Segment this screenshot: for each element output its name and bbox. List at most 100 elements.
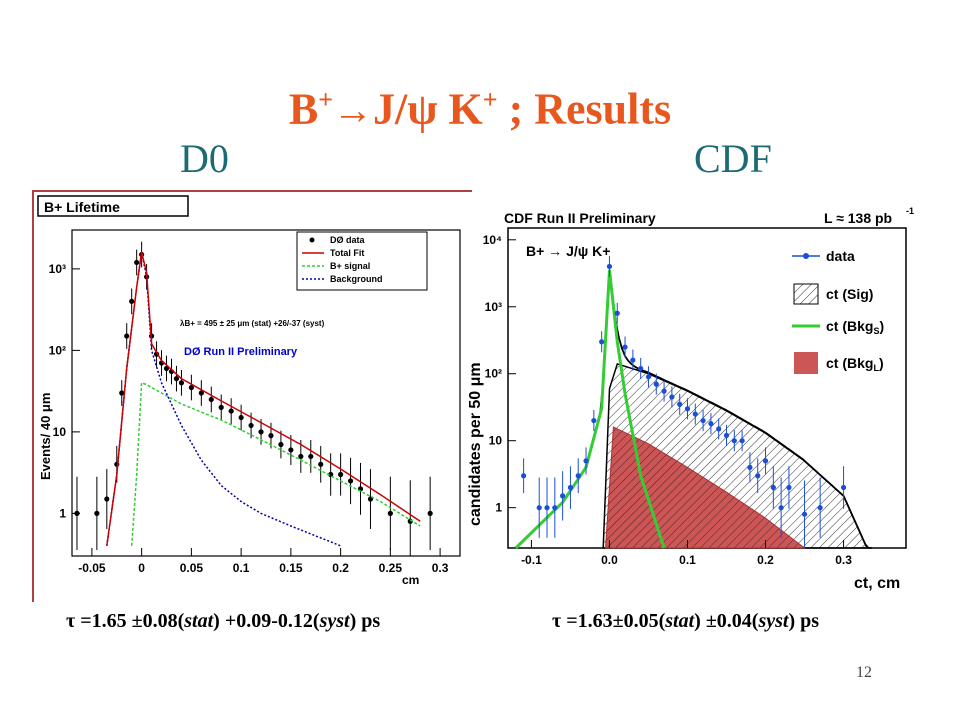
cdf-data-point — [716, 426, 722, 432]
d0-preliminary-label: DØ Run II Preliminary — [184, 346, 298, 358]
cdf-data-point — [591, 417, 597, 424]
d0-legend-fit: Total Fit — [330, 248, 364, 258]
cdf-result: τ =1.63±0.05(stat) ±0.04(syst) ps — [552, 610, 820, 632]
cdf-data-point — [669, 394, 675, 400]
cdf-data-point — [755, 473, 761, 479]
d0-total-fit-curve — [106, 252, 421, 546]
cdf-data-point — [567, 484, 574, 491]
d0-data-point — [173, 376, 180, 382]
cdf-data-point — [747, 464, 753, 470]
d0-ylabel: Events/ 40 μm — [38, 393, 53, 480]
d0-ytick-label: 10² — [49, 343, 66, 357]
d0-data-point — [347, 478, 354, 484]
cdf-xtick-label: 0.0 — [601, 553, 618, 567]
cdf-data-point — [552, 505, 558, 511]
d0-xtick-label: 0.05 — [180, 561, 204, 575]
cdf-data-point — [622, 344, 628, 350]
cdf-data-point — [817, 505, 823, 511]
cdf-ytick-label: 10² — [485, 367, 502, 381]
slide-title: B+→J/ψ K+ ; Results — [288, 84, 672, 134]
cdf-data-point — [653, 381, 659, 387]
cdf-ylabel: candidates per 50 μm — [467, 362, 484, 526]
cdf-legend-bkgs: ct (BkgS) — [826, 318, 884, 336]
cdf-legend-data: data — [826, 248, 855, 264]
d0-data-point — [318, 461, 324, 467]
d0-xtick-label: 0.15 — [279, 561, 303, 575]
cdf-data-point — [638, 365, 644, 372]
cdf-xlabel: ct, cm — [854, 575, 900, 592]
d0-label: D0 — [180, 136, 229, 181]
cdf-data-point — [731, 438, 737, 444]
cdf-ytick-label: 10³ — [485, 300, 502, 314]
d0-data-point — [208, 396, 214, 403]
d0-lambda-annotation: λB+ = 495 ± 25 μm (stat) +26/-37 (syst) — [180, 319, 325, 328]
cdf-data-point — [599, 339, 605, 345]
cdf-data-point — [677, 401, 683, 407]
d0-ytick-label: 10 — [53, 425, 67, 439]
cdf-data-point — [661, 388, 667, 394]
d0-ytick-label: 1 — [59, 506, 66, 520]
cdf-lifetime-plot: CDF Run II Preliminary L ≈ 138 pb -1 can… — [467, 206, 914, 592]
cdf-data-point — [684, 406, 691, 412]
cdf-xtick-label: -0.1 — [521, 553, 542, 567]
cdf-lumi-exponent: -1 — [906, 206, 914, 216]
cdf-decay-label: B+ → J/ψ K+ — [526, 243, 610, 259]
d0-data-point — [308, 453, 314, 460]
cdf-ytick-label: 10⁴ — [483, 233, 502, 247]
cdf-data-point — [801, 511, 808, 517]
cdf-data-point — [708, 421, 714, 427]
cdf-xtick-label: 0.2 — [757, 553, 774, 567]
cdf-data-point — [762, 458, 769, 464]
d0-xtick-label: 0.2 — [332, 561, 349, 575]
d0-data-point — [218, 404, 224, 410]
cdf-data-point — [614, 310, 620, 316]
cdf-xtick-label: 0.3 — [835, 553, 852, 567]
d0-xtick-label: -0.05 — [78, 561, 106, 575]
d0-data-point — [427, 510, 433, 516]
d0-xtick-label: 0.25 — [379, 561, 403, 575]
cdf-data-point — [606, 263, 613, 270]
d0-data-point — [178, 380, 185, 386]
d0-legend: DØ data Total Fit B+ signal Background — [296, 231, 428, 291]
d0-background-curve — [106, 252, 341, 547]
d0-xtick-label: 0.3 — [432, 561, 449, 575]
d0-data-point — [94, 510, 100, 516]
d0-data-point — [198, 390, 204, 396]
cdf-data-point — [692, 411, 698, 417]
cdf-data-point — [739, 438, 745, 444]
d0-data-point — [278, 441, 284, 448]
cdf-chart-title: CDF Run II Preliminary — [504, 210, 656, 226]
cdf-data-point — [630, 357, 636, 363]
d0-chart-title: B+ Lifetime — [44, 199, 120, 215]
d0-data-point — [248, 422, 254, 429]
d0-data-point — [338, 471, 344, 478]
cdf-data-point — [700, 417, 706, 424]
cdf-data-point — [583, 458, 589, 464]
d0-data-point — [74, 510, 80, 516]
d0-xtick-label: 0 — [138, 561, 145, 575]
d0-data-point — [134, 259, 140, 266]
cdf-legend-sig: ct (Sig) — [826, 286, 873, 302]
d0-data-point — [238, 414, 244, 421]
cdf-data-point — [575, 473, 581, 479]
d0-data-point — [228, 408, 234, 414]
d0-data-point — [258, 429, 264, 435]
page-number: 12 — [856, 664, 872, 681]
d0-plot-frame — [71, 229, 461, 557]
d0-data-point — [129, 298, 135, 304]
d0-lifetime-plot: B+ Lifetime Events/ 40 μm cm -0.05 0 0.05 0… — [32, 190, 472, 602]
d0-legend-background: Background — [330, 274, 383, 284]
d0-data-point — [188, 384, 194, 391]
cdf-data-point — [544, 505, 550, 511]
d0-xlabel: cm — [402, 573, 419, 587]
cdf-data-point — [786, 484, 792, 491]
cdf-data-point — [560, 493, 566, 499]
cdf-data-point — [723, 432, 730, 439]
cdf-legend: data ct (Sig) ct (BkgS) ct (BkgL) — [792, 248, 884, 374]
d0-legend-data: DØ data — [330, 235, 366, 245]
d0-data-point — [119, 390, 125, 396]
d0-legend-signal: B+ signal — [330, 261, 370, 271]
cdf-data-point — [778, 505, 784, 511]
cdf-data-point — [536, 505, 542, 511]
d0-signal-curve — [130, 381, 421, 546]
